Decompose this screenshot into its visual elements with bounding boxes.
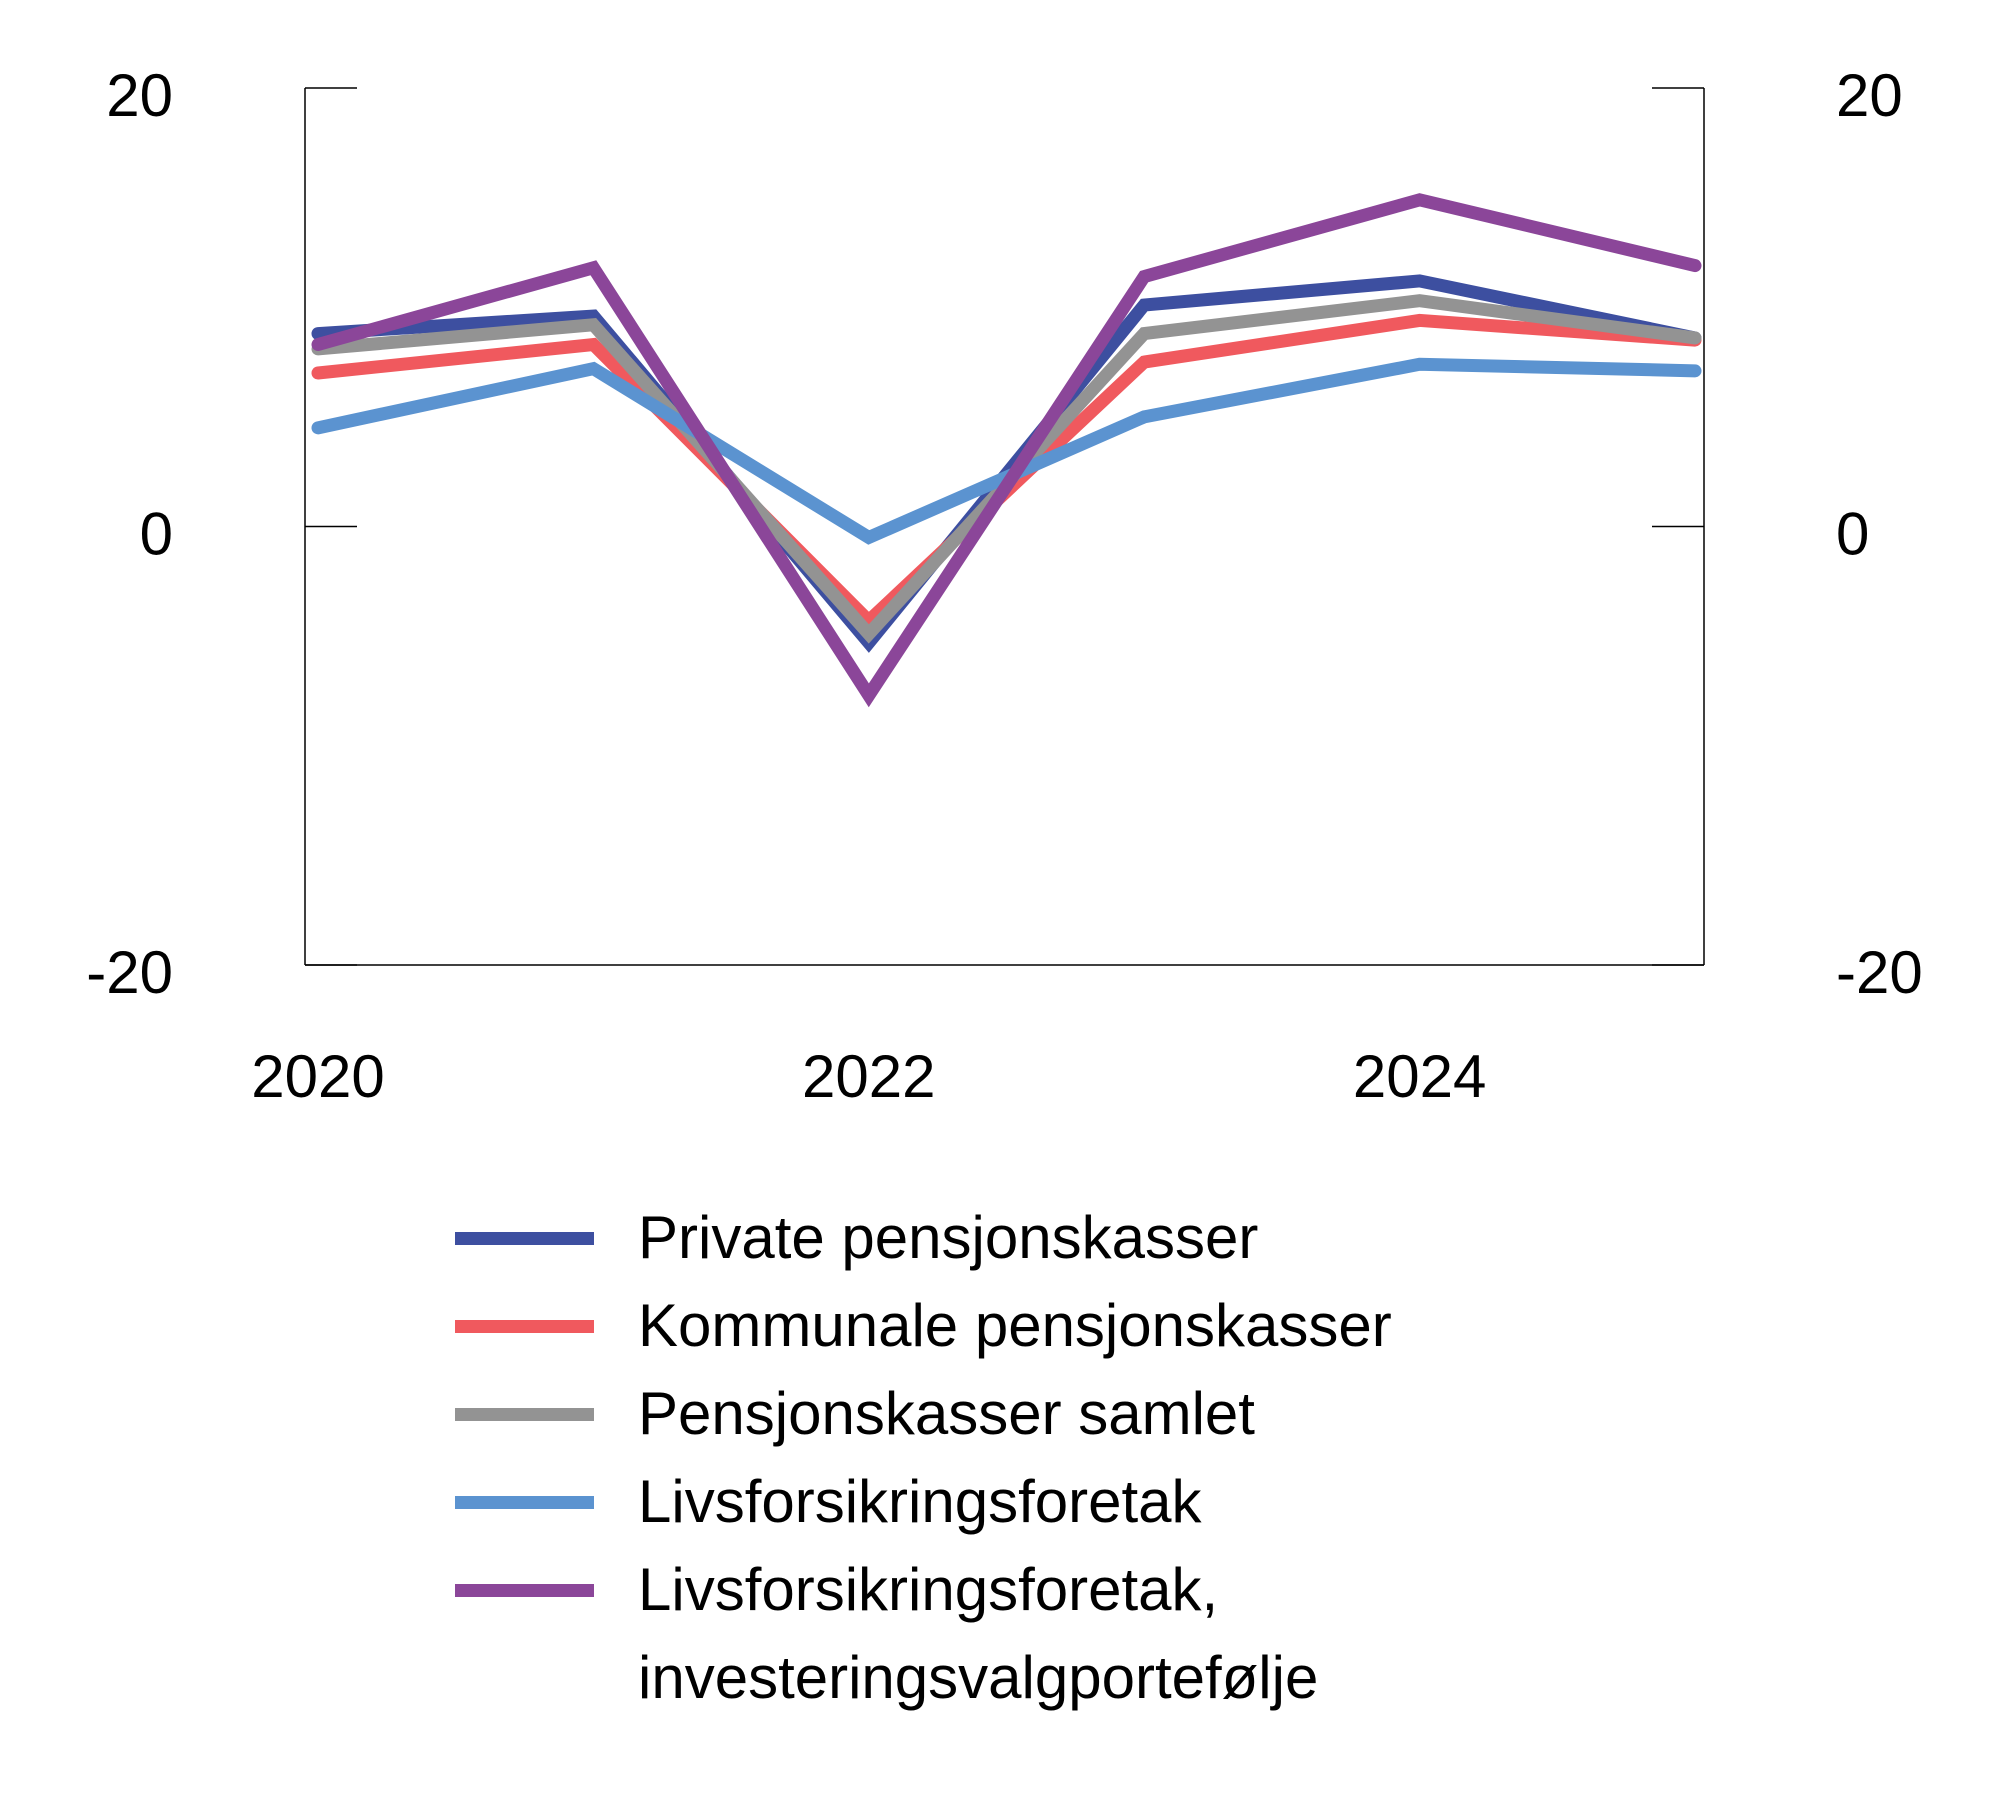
x-tick-label: 2022 bbox=[802, 1043, 935, 1110]
x-tick-label: 2024 bbox=[1353, 1043, 1486, 1110]
legend-swatch bbox=[455, 1584, 594, 1597]
y-tick-label: 0 bbox=[140, 500, 173, 567]
legend-swatch bbox=[455, 1408, 594, 1421]
y2-tick-label: 0 bbox=[1836, 500, 1869, 567]
legend-swatch bbox=[455, 1232, 594, 1245]
y-tick-label: -20 bbox=[86, 939, 173, 1006]
y-tick-label: 20 bbox=[106, 62, 173, 129]
x-tick-label: 2020 bbox=[251, 1043, 384, 1110]
legend-label: Livsforsikringsforetak bbox=[638, 1468, 1202, 1535]
legend-item: Livsforsikringsforetak bbox=[455, 1458, 1558, 1546]
legend: Private pensjonskasser Kommunale pensjons… bbox=[455, 1194, 1558, 1722]
legend-swatch bbox=[455, 1496, 594, 1509]
legend-item: Livsforsikringsforetak, investeringsvalg… bbox=[455, 1546, 1558, 1722]
y2-tick-label: -20 bbox=[1836, 939, 1923, 1006]
legend-label: Private pensjonskasser bbox=[638, 1204, 1259, 1271]
legend-item: Kommunale pensjonskasser bbox=[455, 1282, 1558, 1370]
legend-label: Kommunale pensjonskasser bbox=[638, 1292, 1392, 1359]
y2-tick-label: 20 bbox=[1836, 62, 1903, 129]
series-line bbox=[311, 193, 1702, 708]
series-line bbox=[311, 357, 1702, 545]
legend-item: Pensjonskasser samlet bbox=[455, 1370, 1558, 1458]
legend-label: Pensjonskasser samlet bbox=[638, 1380, 1255, 1447]
legend-item: Private pensjonskasser bbox=[455, 1194, 1558, 1282]
legend-swatch bbox=[455, 1320, 594, 1333]
legend-label: Livsforsikringsforetak, investeringsvalg… bbox=[638, 1556, 1319, 1711]
